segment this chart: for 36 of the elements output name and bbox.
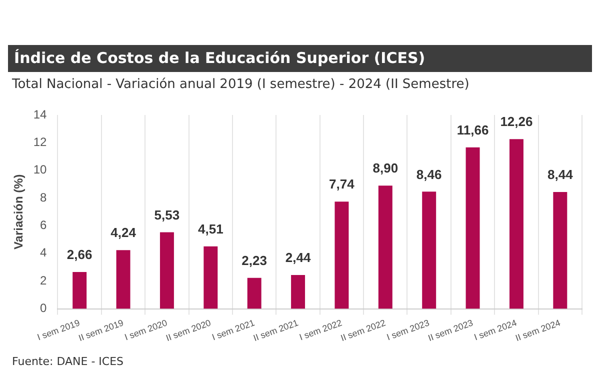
data-label: 2,66 [66, 247, 92, 262]
source-note: Fuente: DANE - ICES [11, 354, 125, 368]
data-label: 11,66 [456, 122, 489, 138]
y-tick-label: 6 [40, 218, 48, 232]
bar [509, 139, 524, 309]
bar [204, 246, 218, 309]
data-label: 8,90 [372, 160, 398, 176]
data-label: 8,46 [416, 166, 442, 182]
y-tick-label: 12 [33, 134, 48, 149]
data-label: 5,53 [154, 207, 180, 222]
y-tick-label: 0 [40, 301, 48, 316]
bar [247, 278, 262, 309]
y-tick-label: 14 [33, 107, 48, 122]
data-label: 12,26 [500, 114, 533, 130]
bar [422, 192, 436, 309]
bar [160, 232, 174, 309]
bar [72, 272, 87, 309]
y-tick-label: 4 [40, 246, 48, 260]
bar [116, 250, 130, 309]
bar [553, 192, 568, 309]
data-label: 2,23 [242, 252, 267, 268]
data-label: 4,51 [198, 221, 224, 236]
data-label: 7,74 [329, 176, 356, 192]
bar [291, 274, 306, 309]
chart-subtitle: Total Nacional - Variación anual 2019 (I semestre) - 2024 (II Semestre) [11, 76, 470, 94]
data-label: 2,44 [285, 250, 312, 266]
chart-title: Índice de Costos de la Educación Superior (ICES) [8, 45, 592, 72]
data-label: 4,24 [110, 225, 137, 240]
y-axis-title: Variación (%) [12, 174, 26, 250]
y-tick-label: 8 [40, 190, 48, 204]
bar [466, 147, 480, 309]
data-label: 8,44 [548, 167, 574, 182]
bar [378, 186, 392, 309]
y-tick-label: 2 [40, 273, 48, 288]
y-tick-label: 10 [33, 162, 48, 177]
bar [334, 202, 349, 309]
